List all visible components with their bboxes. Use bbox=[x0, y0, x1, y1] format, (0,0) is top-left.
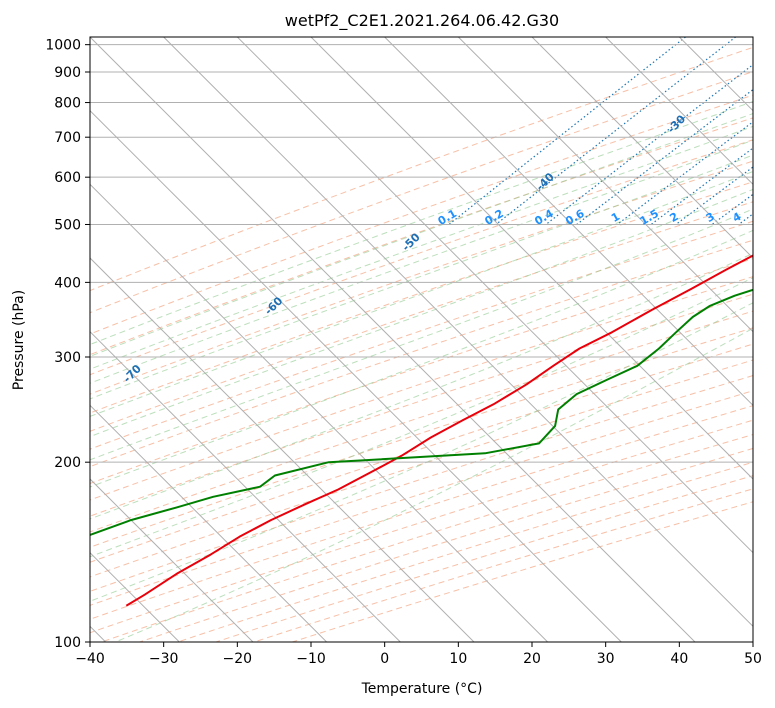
moist-adiabat bbox=[90, 208, 753, 461]
moist-adiabat bbox=[90, 170, 753, 417]
moist-adiabat bbox=[90, 100, 753, 346]
isotherm bbox=[90, 404, 328, 642]
y-tick-label: 100 bbox=[54, 635, 81, 651]
dry-adiabat bbox=[90, 181, 753, 414]
x-tick-label: 20 bbox=[523, 651, 541, 667]
x-axis-label: Temperature (°C) bbox=[361, 681, 483, 697]
mixing-ratio-label: 6 bbox=[769, 210, 775, 225]
temperature-line bbox=[125, 254, 753, 607]
mixing-ratio-line bbox=[545, 63, 753, 225]
isotherm bbox=[163, 37, 753, 628]
isotherm bbox=[90, 183, 549, 642]
dry-adiabat bbox=[90, 71, 753, 314]
plot-frame bbox=[89, 36, 754, 643]
moist-adiabat bbox=[90, 154, 753, 400]
moist-adiabat bbox=[90, 139, 753, 384]
dry-adiabat bbox=[90, 343, 753, 563]
background-grid bbox=[90, 37, 753, 642]
dry-adiabat bbox=[90, 405, 753, 620]
isotherm bbox=[90, 37, 696, 642]
dry-adiabat bbox=[90, 276, 753, 501]
x-tick-label: −30 bbox=[149, 651, 179, 667]
isotherm bbox=[90, 330, 401, 642]
dry-adiabat bbox=[90, 46, 753, 292]
y-tick-label: 200 bbox=[54, 455, 81, 471]
y-tick-label: 500 bbox=[54, 217, 81, 233]
x-tick-label: 0 bbox=[380, 651, 389, 667]
x-tick-label: 40 bbox=[670, 651, 688, 667]
x-tick-label: 50 bbox=[744, 651, 762, 667]
moist-adiabat bbox=[90, 302, 753, 602]
x-tick-label: 10 bbox=[449, 651, 467, 667]
isotherm bbox=[310, 37, 753, 480]
isotherm bbox=[678, 37, 753, 112]
moist-adiabat bbox=[90, 125, 753, 370]
moist-adiabat bbox=[90, 188, 753, 438]
dewpoint-line bbox=[90, 288, 753, 536]
dry-adiabat bbox=[90, 220, 753, 450]
dry-adiabat bbox=[90, 310, 753, 533]
moist-adiabat bbox=[115, 327, 753, 642]
dry-adiabat bbox=[90, 359, 753, 578]
moist-adiabat bbox=[90, 277, 753, 558]
moist-adiabat bbox=[90, 252, 753, 520]
y-axis-label: Pressure (hPa) bbox=[11, 290, 27, 390]
isotherm bbox=[605, 37, 753, 186]
isotherm bbox=[457, 37, 753, 333]
x-tick-label: −20 bbox=[223, 651, 253, 667]
dry-adiabat bbox=[90, 293, 753, 517]
isotherm bbox=[384, 37, 753, 407]
y-tick-label: 700 bbox=[54, 130, 81, 146]
dry-adiabat-label: -50 bbox=[400, 230, 423, 253]
profile-curves bbox=[90, 254, 753, 607]
dry-adiabat bbox=[90, 117, 753, 356]
dry-adiabat-label: -60 bbox=[262, 294, 285, 317]
y-tick-label: 900 bbox=[54, 65, 81, 81]
isotherm bbox=[90, 109, 622, 642]
isopleth-labels: 0.10.20.40.611.52346810131620253036-100-… bbox=[121, 112, 775, 385]
x-tick-label: −10 bbox=[296, 651, 326, 667]
dry-adiabat bbox=[90, 139, 753, 376]
y-tick-label: 600 bbox=[54, 170, 81, 186]
isotherm bbox=[236, 37, 753, 554]
dry-adiabat bbox=[90, 201, 753, 432]
mixing-ratio-label: 3 bbox=[704, 210, 717, 225]
y-tick-label: 400 bbox=[54, 275, 81, 291]
moist-adiabat bbox=[90, 113, 753, 357]
axes: −40 −30 −20 −10 0 10 20 30 40 50 100 200 300 400 500 60… bbox=[45, 38, 762, 667]
dry-adiabat bbox=[90, 239, 753, 468]
dry-adiabat bbox=[90, 390, 753, 606]
dry-adiabat bbox=[90, 327, 753, 548]
dry-adiabat bbox=[90, 160, 753, 395]
y-tick-label: 300 bbox=[54, 350, 81, 366]
dry-adiabat bbox=[90, 258, 753, 485]
dry-adiabat bbox=[90, 375, 753, 592]
mixing-ratio-line bbox=[495, 37, 737, 225]
y-tick-label: 800 bbox=[54, 96, 81, 112]
mixing-ratio-line bbox=[650, 147, 753, 225]
chart-title: wetPf2_C2E1.2021.264.06.42.G30 bbox=[285, 11, 559, 31]
x-tick-label: −40 bbox=[75, 651, 105, 667]
moist-adiabat bbox=[90, 229, 753, 488]
x-tick-label: 30 bbox=[597, 651, 615, 667]
isotherm bbox=[531, 37, 753, 259]
dry-adiabat bbox=[90, 94, 753, 335]
y-tick-label: 1000 bbox=[45, 38, 81, 54]
isotherm bbox=[90, 478, 254, 642]
isotherm bbox=[752, 37, 753, 38]
isotherm bbox=[90, 257, 475, 642]
